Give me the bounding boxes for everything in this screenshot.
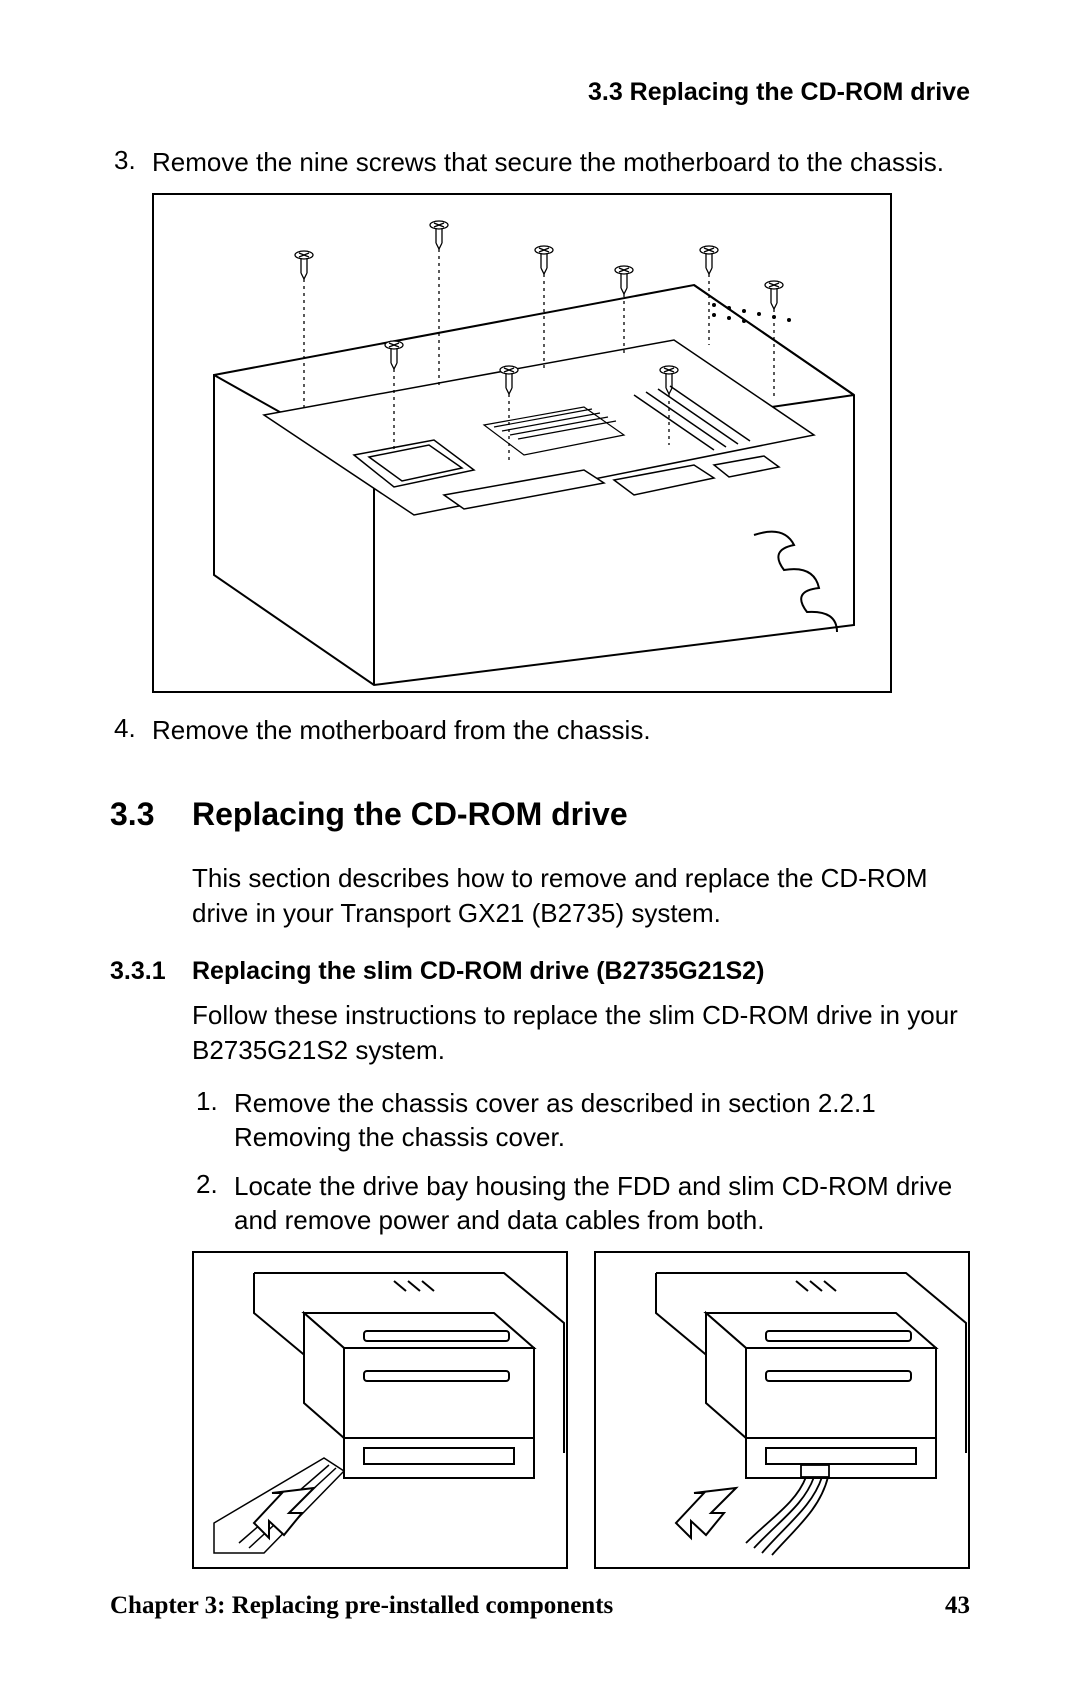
step-number: 3. (110, 145, 152, 179)
section-heading: 3.3 Replacing the CD-ROM drive (110, 796, 970, 833)
figure-row (192, 1251, 970, 1569)
step-text: Remove the nine screws that secure the m… (152, 145, 970, 179)
motherboard-illustration-icon (154, 195, 892, 693)
step-row: 1. Remove the chassis cover as described… (192, 1086, 970, 1155)
section-number: 3.3 (110, 796, 192, 833)
page-footer: Chapter 3: Replacing pre-installed compo… (110, 1592, 970, 1620)
subsection-number: 3.3.1 (110, 957, 192, 986)
step-text: Remove the chassis cover as described in… (234, 1086, 970, 1155)
drive-bay-ribbon-cable-icon (194, 1253, 568, 1569)
step-row: 4. Remove the motherboard from the chass… (110, 713, 970, 747)
step-text: Remove the motherboard from the chassis. (152, 713, 970, 747)
running-head: 3.3 Replacing the CD-ROM drive (110, 78, 970, 107)
footer-chapter: Chapter 3: Replacing pre-installed compo… (110, 1592, 613, 1620)
drive-bay-power-cable-icon (596, 1253, 970, 1569)
motherboard-figure (152, 193, 892, 693)
step-number: 2. (192, 1169, 234, 1238)
step-text: Locate the drive bay housing the FDD and… (234, 1169, 970, 1238)
page: 3.3 Replacing the CD-ROM drive 3. Remove… (0, 0, 1080, 1690)
subsection-title: Replacing the slim CD-ROM drive (B2735G2… (192, 957, 764, 986)
step-row: 2. Locate the drive bay housing the FDD … (192, 1169, 970, 1238)
drive-bay-figure-left (192, 1251, 568, 1569)
section-intro: This section describes how to remove and… (192, 861, 970, 931)
step-number: 4. (110, 713, 152, 747)
step-row: 3. Remove the nine screws that secure th… (110, 145, 970, 179)
step-number: 1. (192, 1086, 234, 1155)
section-title: Replacing the CD-ROM drive (192, 796, 628, 833)
drive-bay-figure-right (594, 1251, 970, 1569)
subsection-heading: 3.3.1 Replacing the slim CD-ROM drive (B… (110, 957, 970, 986)
footer-page-number: 43 (945, 1592, 970, 1620)
subsection-intro: Follow these instructions to replace the… (192, 998, 970, 1068)
